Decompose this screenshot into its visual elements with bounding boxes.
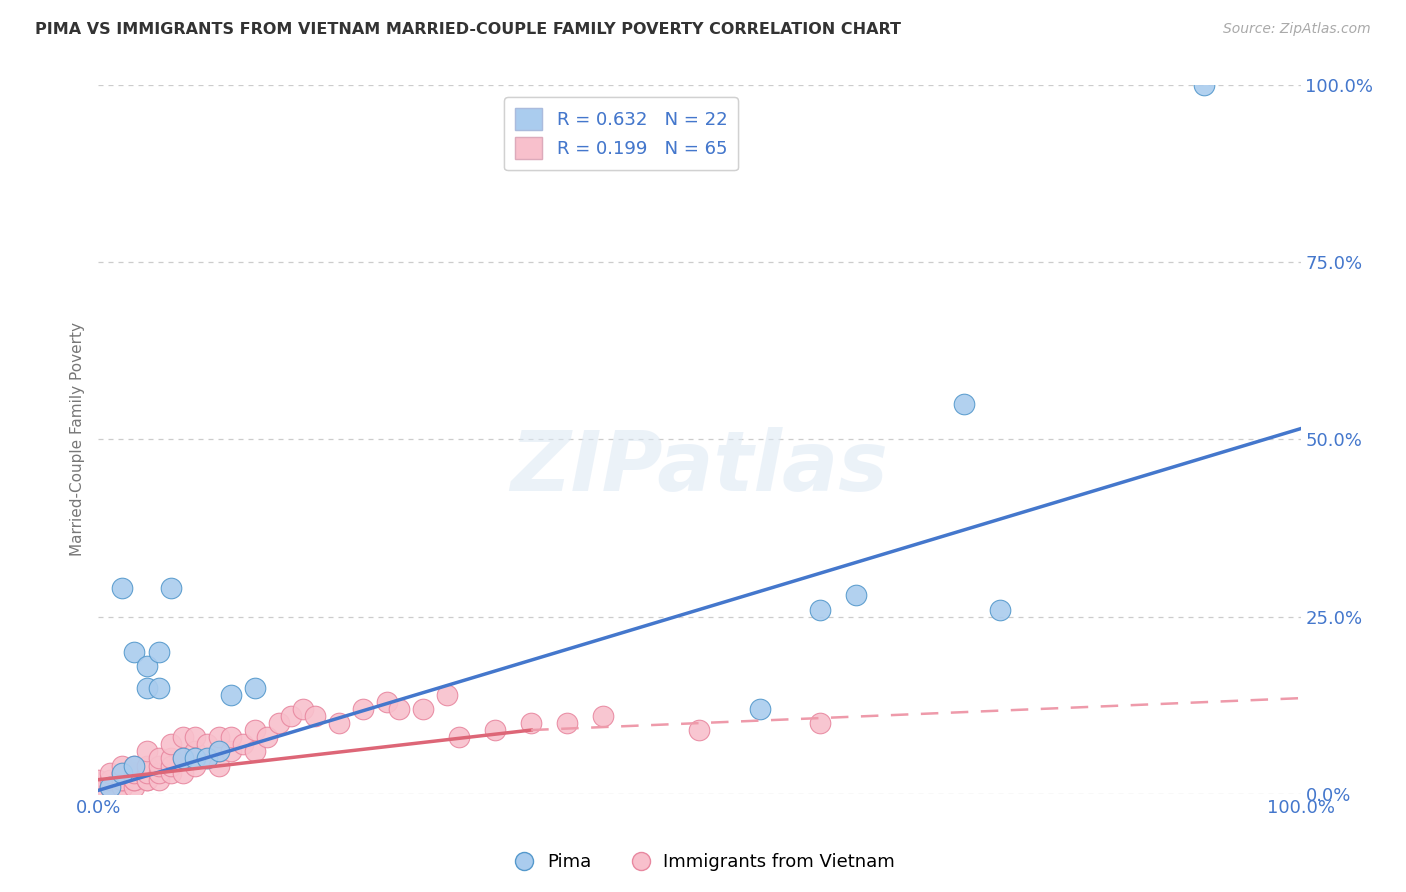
Point (100, 780, 122, 794)
Point (689, 723, 711, 737)
Point (808, 602, 831, 616)
Point (375, 695, 398, 709)
Point (124, 758, 146, 772)
Point (135, 772, 157, 787)
Point (484, 723, 506, 737)
Point (219, 730, 242, 744)
Point (953, 397, 976, 411)
Point (159, 758, 181, 772)
Point (219, 688, 242, 702)
Point (845, 588, 868, 602)
Point (280, 709, 302, 723)
Point (1194, 78, 1216, 92)
Point (148, 751, 170, 765)
Point (328, 715, 350, 730)
Point (87, 780, 110, 794)
Point (135, 681, 157, 695)
Point (208, 758, 231, 772)
Point (148, 772, 170, 787)
Point (520, 715, 543, 730)
Point (111, 772, 134, 787)
Point (988, 602, 1011, 616)
Point (195, 751, 218, 765)
Point (100, 772, 122, 787)
Point (291, 702, 314, 716)
Point (304, 709, 326, 723)
Point (412, 702, 434, 716)
Point (135, 772, 157, 787)
Point (135, 765, 157, 780)
Point (124, 772, 146, 787)
Point (124, 780, 146, 794)
Point (447, 730, 470, 744)
Point (111, 765, 134, 780)
Legend: R = 0.632   N = 22, R = 0.199   N = 65: R = 0.632 N = 22, R = 0.199 N = 65 (505, 97, 738, 170)
Point (748, 702, 770, 716)
Point (111, 765, 134, 780)
Point (111, 780, 134, 794)
Point (159, 581, 181, 595)
Point (148, 758, 170, 772)
Legend: Pima, Immigrants from Vietnam: Pima, Immigrants from Vietnam (503, 847, 903, 879)
Point (388, 702, 411, 716)
Point (352, 702, 374, 716)
Text: Source: ZipAtlas.com: Source: ZipAtlas.com (1223, 22, 1371, 37)
Point (148, 681, 170, 695)
Point (219, 744, 242, 758)
Point (183, 730, 205, 744)
Point (183, 751, 205, 765)
Point (172, 751, 194, 765)
Point (135, 758, 157, 772)
Point (159, 737, 181, 751)
Point (111, 772, 134, 787)
Point (808, 715, 831, 730)
Point (208, 744, 231, 758)
Point (172, 751, 194, 765)
Point (243, 681, 266, 695)
Point (100, 765, 122, 780)
Point (100, 780, 122, 794)
Point (148, 765, 170, 780)
Point (124, 765, 146, 780)
Point (135, 659, 157, 673)
Point (135, 744, 157, 758)
Point (124, 772, 146, 787)
Point (436, 688, 458, 702)
Point (100, 780, 122, 794)
Point (555, 715, 578, 730)
Point (208, 730, 231, 744)
Point (183, 744, 205, 758)
Point (243, 723, 266, 737)
Point (208, 744, 231, 758)
Point (232, 737, 254, 751)
Point (111, 581, 134, 595)
Point (148, 645, 170, 659)
Point (111, 765, 134, 780)
Point (195, 737, 218, 751)
Point (159, 751, 181, 765)
Point (183, 758, 205, 772)
Text: PIMA VS IMMIGRANTS FROM VIETNAM MARRIED-COUPLE FAMILY POVERTY CORRELATION CHART: PIMA VS IMMIGRANTS FROM VIETNAM MARRIED-… (35, 22, 901, 37)
Point (111, 758, 134, 772)
Text: ZIPatlas: ZIPatlas (510, 427, 889, 508)
Point (159, 765, 181, 780)
Y-axis label: Married-Couple Family Poverty: Married-Couple Family Poverty (70, 322, 86, 557)
Point (195, 751, 218, 765)
Point (111, 780, 134, 794)
Point (592, 709, 614, 723)
Point (124, 645, 146, 659)
Point (124, 758, 146, 772)
Point (87, 772, 110, 787)
Point (243, 744, 266, 758)
Point (256, 730, 278, 744)
Point (267, 715, 290, 730)
Point (172, 730, 194, 744)
Point (172, 765, 194, 780)
